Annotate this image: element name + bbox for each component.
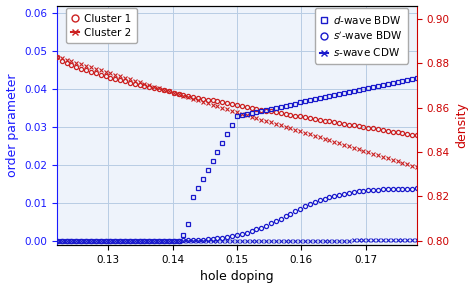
Y-axis label: order parameter: order parameter (6, 74, 18, 177)
Legend: $d$-wave BDW, $s'$-wave BDW, $s$-wave CDW: $d$-wave BDW, $s'$-wave BDW, $s$-wave CD… (315, 8, 408, 64)
X-axis label: hole doping: hole doping (200, 271, 274, 284)
Y-axis label: density: density (456, 102, 468, 148)
